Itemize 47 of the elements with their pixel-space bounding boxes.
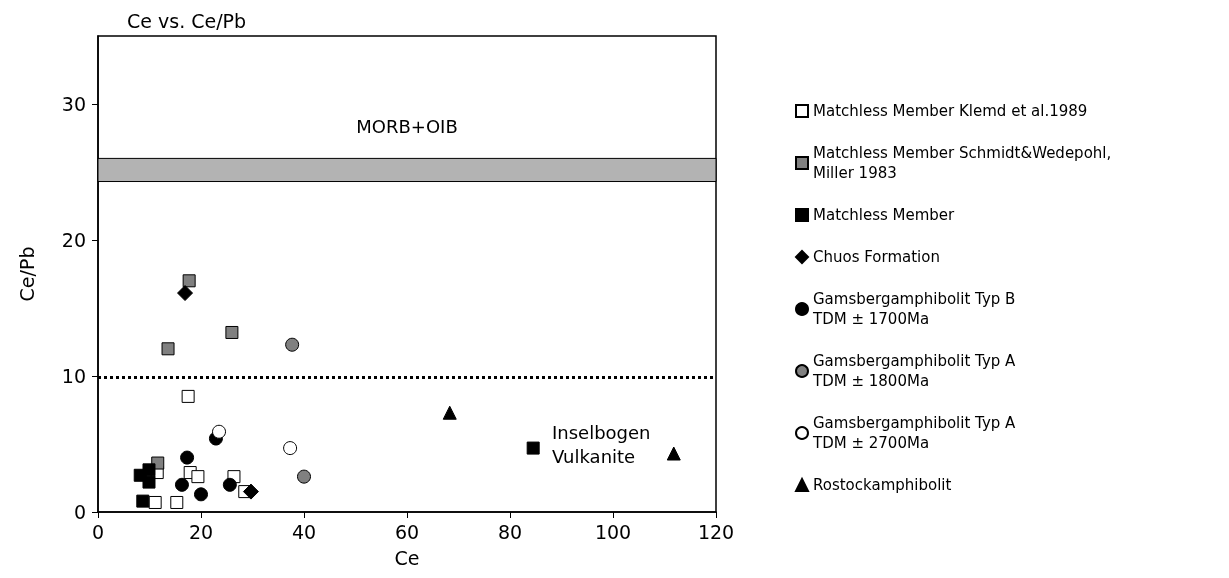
point	[136, 494, 150, 508]
point	[180, 450, 195, 465]
legend-label: Gamsbergamphibolit Typ A TDM ± 2700Ma	[812, 414, 1017, 452]
point	[212, 424, 227, 439]
point	[526, 441, 540, 455]
point	[222, 477, 237, 492]
x-tick-label: 80	[497, 520, 523, 543]
y-axis-title: Ce/Pb	[15, 246, 38, 302]
legend-label: Gamsbergamphibolit Typ B TDM ± 1700Ma	[812, 290, 1016, 328]
point	[177, 285, 194, 302]
point	[142, 475, 156, 489]
chart-title: Ce vs. Ce/Pb	[127, 9, 247, 32]
annotation: Inselbogen Vulkanite	[552, 421, 651, 467]
point	[194, 487, 208, 502]
point	[161, 342, 175, 356]
legend-label: Matchless Member	[813, 206, 956, 224]
y-tick-label: 10	[61, 365, 86, 387]
band-label: MORB+OIB	[356, 116, 458, 138]
point	[148, 495, 162, 509]
legend-label: Matchless Member Schmidt&Wedepohl, Miller 1983	[813, 144, 1112, 182]
x-tick-label: 0	[91, 520, 105, 543]
point	[181, 389, 195, 403]
x-tick-label: 40	[291, 520, 317, 543]
point	[182, 274, 196, 288]
point	[283, 441, 298, 456]
legend-label: Matchless Member Klemd et al.1989	[813, 102, 1088, 120]
x-tick-label: 60	[394, 520, 420, 543]
x-tick-label: 20	[188, 520, 214, 543]
point	[170, 495, 184, 509]
legend-label: Chuos Formation	[813, 248, 940, 266]
x-tick-label: 120	[697, 520, 735, 543]
point	[666, 446, 681, 461]
y-tick-label: 30	[61, 93, 86, 115]
point	[225, 325, 239, 339]
point	[142, 463, 156, 477]
point	[442, 405, 457, 420]
point	[191, 470, 205, 484]
point	[174, 477, 189, 492]
legend-label: Gamsbergamphibolit Typ A TDM ± 1800Ma	[812, 352, 1017, 390]
x-axis-title: Ce	[394, 546, 420, 569]
legend-label: Rostockamphibolit	[813, 476, 952, 494]
x-tick-label: 100	[594, 520, 632, 543]
point	[285, 337, 300, 352]
y-tick-label: 20	[61, 229, 86, 251]
y-tick-label: 0	[73, 501, 86, 523]
point	[242, 483, 259, 500]
point	[297, 469, 311, 484]
